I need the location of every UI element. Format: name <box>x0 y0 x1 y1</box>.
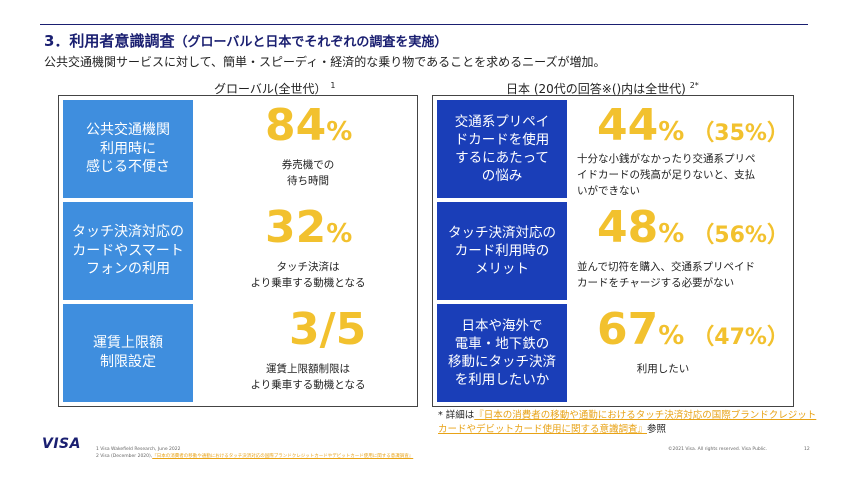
global-heading-sup: 1 <box>330 81 336 90</box>
japan-row-stat: 48% （56%） 並んで切符を購入、交通系プリペイド カードをチャージする必要が… <box>577 202 789 300</box>
global-heading-text: グローバル(全世代） <box>214 82 327 96</box>
visa-logo: VISA <box>42 436 81 452</box>
japan-row-stat: 67% （47%） 利用したい <box>577 304 789 402</box>
japan-row-stat: 44% （35%） 十分な小銭がなかったり交通系プリペ イドカードの残高が足りない… <box>577 100 789 198</box>
footnote: * 詳細は『日本の消費者の移動や通勤におけるタッチ決済対応の国際ブランドクレジッ… <box>438 409 818 437</box>
survey-link[interactable]: 『日本の消費者の移動や通勤におけるタッチ決済対応の国際ブランドクレジットカードや… <box>438 410 817 435</box>
stat-number: 48 <box>597 202 659 253</box>
stat-all-generations: （47%） <box>692 325 789 350</box>
title-main: 3．利用者意識調査 <box>44 32 175 50</box>
stat-unit: % <box>658 219 685 249</box>
global-row-label: 公共交通機関 利用時に 感じる不便さ <box>63 100 193 198</box>
stat-value: 48% （56%） <box>597 202 789 253</box>
stat-description: 並んで切符を購入、交通系プリペイド カードをチャージする必要がない <box>577 261 755 289</box>
copyright: ©2021 Visa. All rights reserved. Visa Pu… <box>668 447 768 452</box>
stat-unit: % <box>326 219 353 249</box>
stat-description: 券売機での 待ち時間 <box>281 159 335 187</box>
global-row-stat: 32% タッチ決済は より乗車する動機となる <box>203 202 413 300</box>
footnote-suffix: 参照 <box>647 423 667 435</box>
stat-number: 67 <box>597 304 659 355</box>
stat-number: 3/5 <box>289 304 367 355</box>
stat-value: 44% （35%） <box>597 100 789 151</box>
global-panel: 公共交通機関 利用時に 感じる不便さ 84% 券売機での 待ち時間 タッチ決済対… <box>58 95 418 407</box>
stat-number: 44 <box>597 100 659 151</box>
stat-number: 84 <box>265 100 327 151</box>
global-row: タッチ決済対応の カードやスマート フォンの利用 32% タッチ決済は より乗車… <box>63 202 413 300</box>
japan-heading-sup: 2* <box>689 81 699 90</box>
global-row: 運賃上限額 制限設定 3/5 運賃上限額制限は より乗車する動機となる <box>63 304 413 402</box>
japan-heading-text: 日本 (20代の回答※()内は全世代) <box>506 82 686 96</box>
stat-description: 利用したい <box>636 363 690 375</box>
global-row: 公共交通機関 利用時に 感じる不便さ 84% 券売機での 待ち時間 <box>63 100 413 198</box>
japan-row-label: 日本や海外で 電車・地下鉄の 移動にタッチ決済 を利用したいか <box>437 304 567 402</box>
japan-row-label: タッチ決済対応の カード利用時の メリット <box>437 202 567 300</box>
japan-row: タッチ決済対応の カード利用時の メリット 48% （56%） 並んで切符を購入、… <box>437 202 789 300</box>
reference-2: 2 Visa (December 2020),『日本の消費者の移動や通勤における… <box>96 454 413 461</box>
global-row-label: タッチ決済対応の カードやスマート フォンの利用 <box>63 202 193 300</box>
stat-value: 67% （47%） <box>597 304 789 355</box>
global-heading: グローバル(全世代） 1 <box>214 80 335 97</box>
references: 1 Visa Wakefield Research, June 2022 2 V… <box>96 447 413 461</box>
stat-all-generations: （56%） <box>692 223 789 248</box>
stat-description: 運賃上限額制限は より乗車する動機となる <box>250 363 366 391</box>
stat-description: タッチ決済は より乗車する動機となる <box>250 261 366 289</box>
japan-row: 日本や海外で 電車・地下鉄の 移動にタッチ決済 を利用したいか 67% （47%）… <box>437 304 789 402</box>
page-subtitle: 公共交通機関サービスに対して、簡単・スピーディ・経済的な乗り物であることを求める… <box>44 55 606 69</box>
global-row-stat: 84% 券売機での 待ち時間 <box>203 100 413 198</box>
stat-all-generations: （35%） <box>692 121 789 146</box>
page-title: 3．利用者意識調査（グローバルと日本でそれぞれの調査を実施） <box>44 30 447 51</box>
stat-value: 32% <box>265 202 353 253</box>
japan-row: 交通系プリペイ ドカードを使用 するにあたって の悩み 44% （35%） 十分な… <box>437 100 789 198</box>
global-row-stat: 3/5 運賃上限額制限は より乗車する動機となる <box>203 304 413 402</box>
stat-unit: % <box>326 117 353 147</box>
stat-value: 84% <box>265 100 353 151</box>
stat-value: 3/5 <box>289 304 367 355</box>
title-paren: （グローバルと日本でそれぞれの調査を実施） <box>174 35 448 50</box>
stat-unit: % <box>658 321 685 351</box>
global-row-label: 運賃上限額 制限設定 <box>63 304 193 402</box>
reference-1: 1 Visa Wakefield Research, June 2022 <box>96 447 181 452</box>
footnote-prefix: * 詳細は <box>438 410 475 421</box>
japan-panel: 交通系プリペイ ドカードを使用 するにあたって の悩み 44% （35%） 十分な… <box>432 95 794 407</box>
top-rule <box>40 24 808 25</box>
stat-number: 32 <box>265 202 327 253</box>
stat-unit: % <box>658 117 685 147</box>
reference-2-link[interactable]: 『日本の消費者の移動や通勤におけるタッチ決済対応の国際ブランドクレジットカードや… <box>152 453 414 459</box>
japan-heading: 日本 (20代の回答※()内は全世代) 2* <box>506 80 699 97</box>
reference-2-prefix: 2 Visa (December 2020), <box>96 453 153 459</box>
japan-row-label: 交通系プリペイ ドカードを使用 するにあたって の悩み <box>437 100 567 198</box>
stat-description: 十分な小銭がなかったり交通系プリペ イドカードの残高が足りないと、支払 いができ… <box>577 153 756 197</box>
page-number: 12 <box>804 447 810 452</box>
